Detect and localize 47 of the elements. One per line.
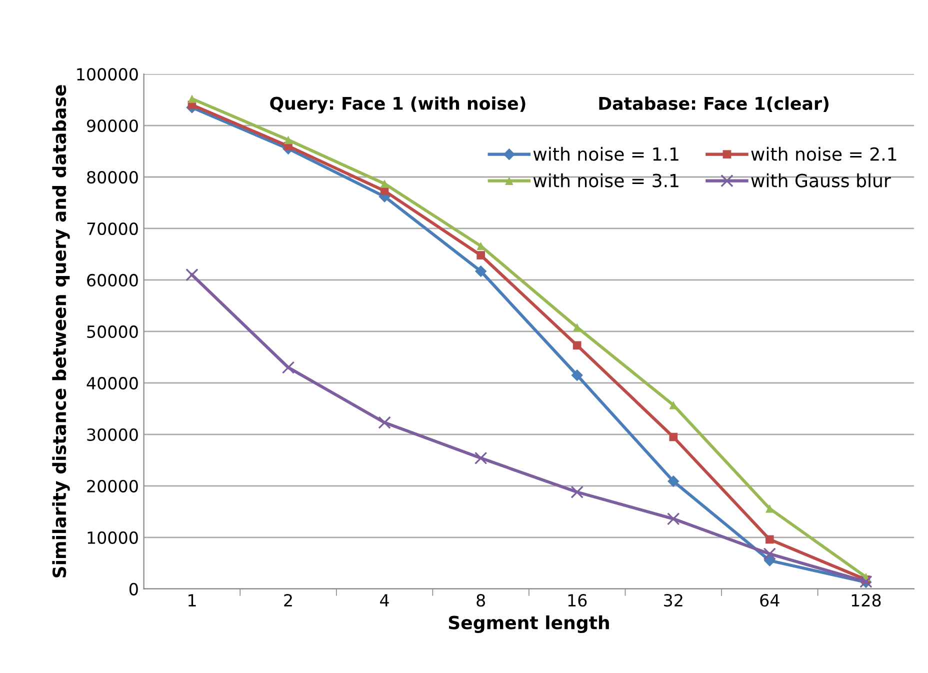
- annotation: Query: Face 1 (with noise): [270, 96, 526, 114]
- annotation: Database: Face 1(clear): [599, 96, 828, 112]
- y-tick-label: 60000: [87, 274, 138, 287]
- point: [476, 251, 485, 260]
- point: [764, 554, 776, 566]
- point: [380, 180, 389, 188]
- point: [571, 369, 583, 382]
- x-tick-label: 1: [188, 594, 196, 606]
- y-tick-label: 0: [129, 582, 138, 596]
- point: [763, 547, 776, 560]
- x-tick-label: 32: [664, 594, 682, 607]
- y-tick-label: 100000: [77, 68, 138, 81]
- y-tick-label: 10000: [88, 531, 138, 544]
- legend-label: with noise = 3.1: [533, 173, 678, 188]
- y-tick-label: 40000: [86, 376, 138, 390]
- point: [666, 512, 680, 526]
- point: [765, 535, 774, 544]
- point: [186, 268, 198, 282]
- y-tick-label: 50000: [87, 325, 138, 338]
- y-tick-label: 90000: [87, 119, 138, 132]
- x-tick-label: 4: [380, 594, 389, 606]
- point: [284, 136, 292, 144]
- y-tick-label: 20000: [87, 480, 138, 492]
- point: [476, 242, 485, 250]
- point: [474, 265, 487, 278]
- point: [765, 504, 774, 513]
- x-axis-title: Segment length: [448, 615, 609, 634]
- point: [474, 452, 488, 464]
- point: [667, 475, 680, 488]
- legend-label: with noise = 2.1: [751, 146, 896, 161]
- point: [570, 486, 584, 498]
- x-tick-label: 8: [476, 594, 485, 607]
- y-tick-label: 30000: [87, 428, 138, 441]
- x-tick-label: 128: [852, 594, 881, 607]
- x-tick-label: 2: [284, 594, 292, 606]
- y-tick-label: 70000: [87, 222, 138, 236]
- x-tick-label: 16: [568, 594, 587, 607]
- legend-label: with Gauss blur: [751, 173, 891, 188]
- point: [378, 416, 391, 429]
- y-axis-title: Similarity distance between query and database: [52, 85, 70, 578]
- point: [282, 361, 295, 374]
- y-tick-label: 80000: [87, 170, 138, 184]
- legend-label: with noise = 1.1: [533, 146, 678, 161]
- x-tick-label: 64: [760, 594, 780, 607]
- point: [572, 341, 582, 350]
- point: [669, 432, 678, 442]
- point: [188, 94, 196, 103]
